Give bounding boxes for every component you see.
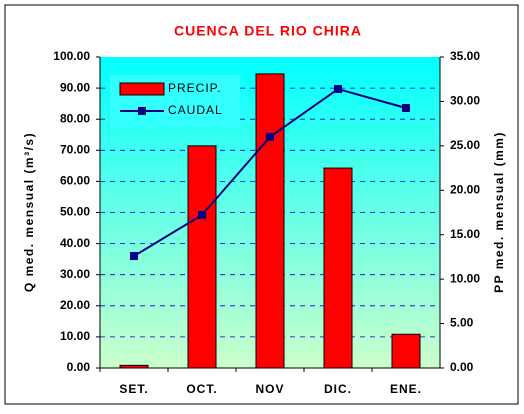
y-tick-label: 50.00	[60, 205, 90, 219]
chart-title: CUENCA DEL RIO CHIRA	[174, 23, 362, 39]
bar	[187, 145, 217, 369]
y2-tick-label: 25.00	[450, 138, 480, 152]
x-tick-label: DIC.	[324, 382, 352, 396]
bar	[119, 364, 149, 369]
y-tick-label: 90.00	[60, 80, 90, 94]
y-tick-label: 30.00	[60, 267, 90, 281]
x-tick-label: ENE.	[390, 382, 422, 396]
legend-label: CAUDAL	[168, 103, 223, 117]
bar	[323, 167, 353, 369]
y2-tick-label: 0.00	[450, 360, 474, 374]
y-tick-label: 20.00	[60, 298, 90, 312]
legend-label: PRECIP.	[168, 81, 221, 95]
y2-tick-label: 5.00	[450, 316, 474, 330]
y2-tick-label: 10.00	[450, 271, 480, 285]
y2-tick-label: 15.00	[450, 227, 480, 241]
y-tick-label: 40.00	[60, 236, 90, 250]
y-tick-label: 70.00	[60, 142, 90, 156]
y-tick-label: 80.00	[60, 111, 90, 125]
marker	[130, 252, 138, 261]
marker	[266, 132, 274, 141]
marker	[198, 210, 206, 219]
bar	[391, 333, 421, 369]
y2-tick-label: 30.00	[450, 94, 480, 108]
bar	[255, 73, 285, 369]
x-tick-label: NOV	[255, 382, 284, 396]
y-tick-label: 60.00	[60, 174, 90, 188]
y-tick-label: 0.00	[67, 360, 91, 374]
y-tick-label: 100.00	[53, 49, 90, 63]
legend-swatch	[119, 82, 165, 96]
x-tick-label: OCT.	[186, 382, 217, 396]
y2-tick-label: 35.00	[450, 49, 480, 63]
y2-axis-label: PP med. mensual (mm)	[492, 131, 506, 293]
y2-tick-label: 20.00	[450, 182, 480, 196]
legend-swatch-marker	[138, 107, 146, 115]
marker	[402, 104, 410, 113]
y-axis-label: Q med. mensual (m³/s)	[22, 132, 36, 292]
marker	[334, 85, 342, 94]
y-tick-label: 10.00	[60, 329, 90, 343]
x-tick-label: SET.	[119, 382, 148, 396]
